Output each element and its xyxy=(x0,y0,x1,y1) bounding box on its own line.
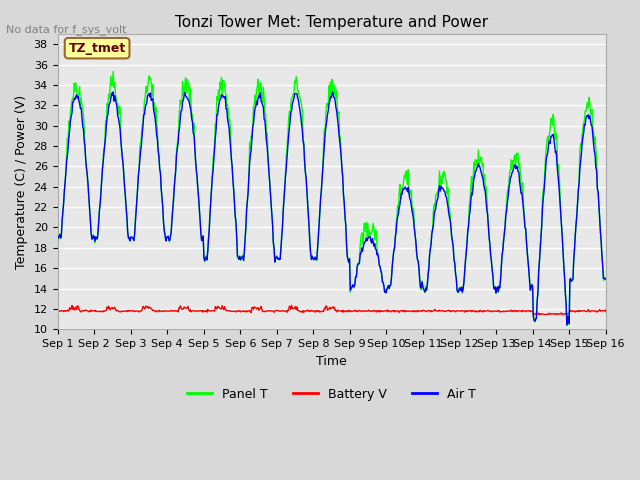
Title: Tonzi Tower Met: Temperature and Power: Tonzi Tower Met: Temperature and Power xyxy=(175,15,488,30)
Text: No data for f_sys_volt: No data for f_sys_volt xyxy=(6,24,127,35)
Legend: Panel T, Battery V, Air T: Panel T, Battery V, Air T xyxy=(182,383,481,406)
Y-axis label: Temperature (C) / Power (V): Temperature (C) / Power (V) xyxy=(15,95,28,269)
Text: TZ_tmet: TZ_tmet xyxy=(68,42,125,55)
X-axis label: Time: Time xyxy=(316,355,347,368)
